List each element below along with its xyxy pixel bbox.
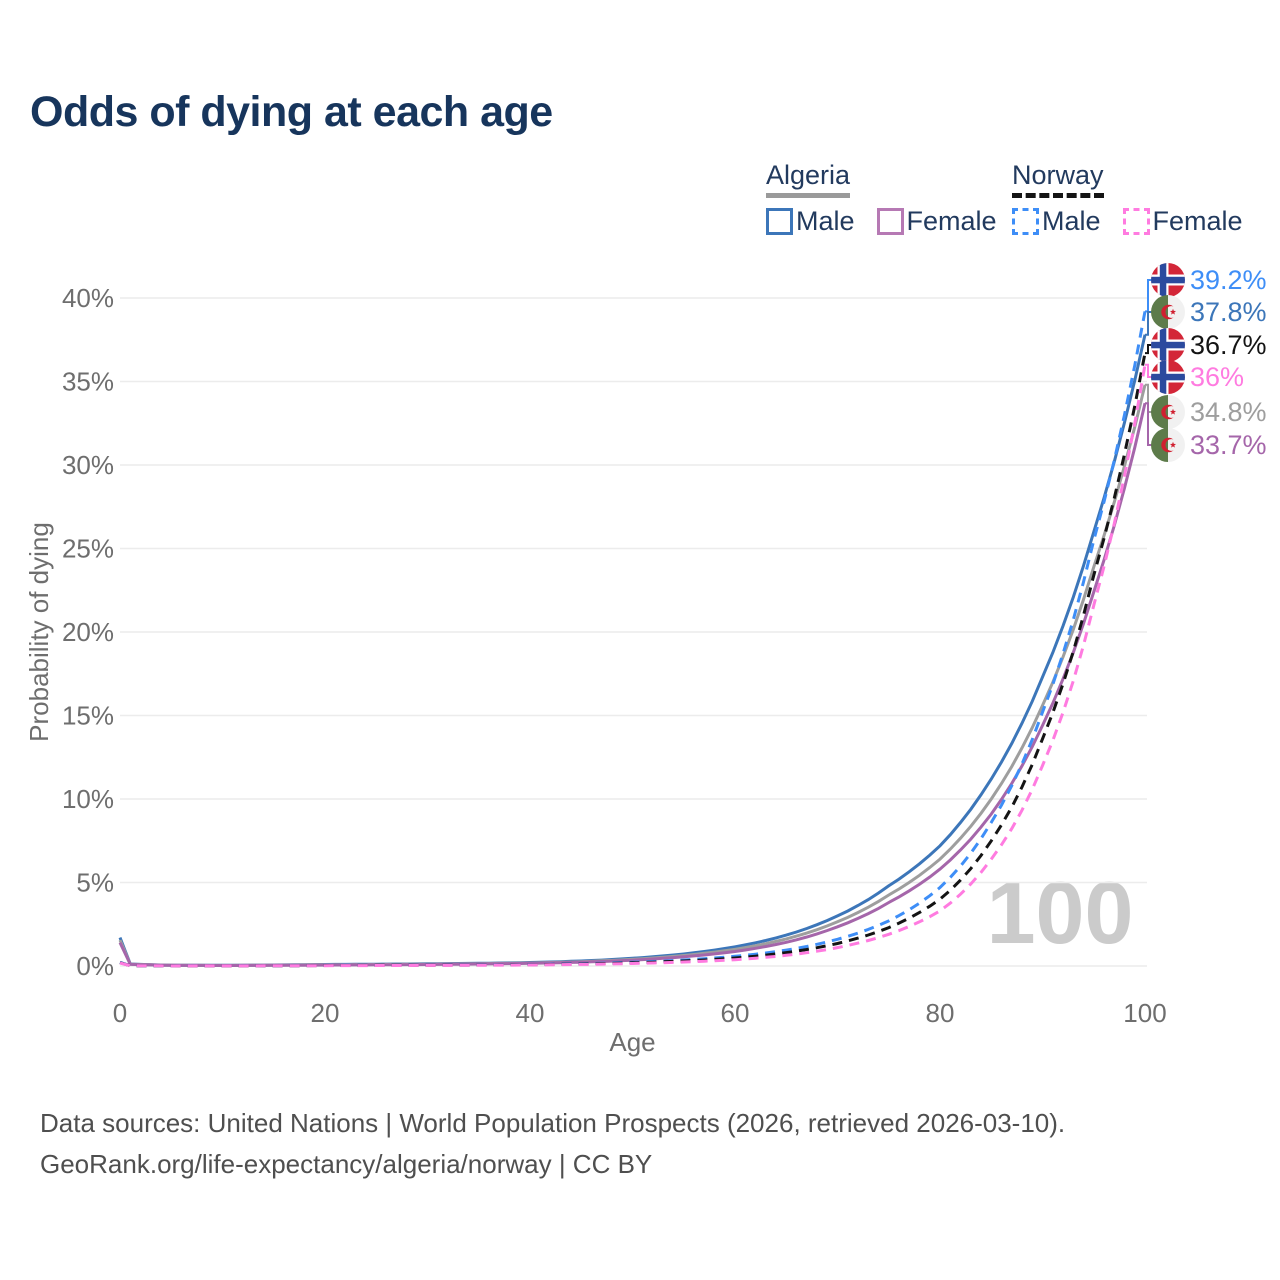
y-tick-label: 25% — [62, 534, 114, 564]
x-tick-label: 40 — [516, 998, 545, 1028]
norway-flag-icon — [1151, 360, 1185, 394]
end-label-connector — [1145, 402, 1152, 446]
end-label-connector — [1145, 311, 1152, 336]
end-label-algeria-both-sexes: 34.8% — [1151, 395, 1267, 429]
legend-label: Female — [906, 206, 997, 236]
y-tick-label: 15% — [62, 701, 114, 731]
end-value-label: 34.8% — [1190, 397, 1267, 427]
end-label-connector — [1145, 279, 1152, 313]
end-label-algeria-male: 37.8% — [1151, 295, 1267, 329]
end-value-label: 33.7% — [1190, 430, 1267, 460]
norway-flag-icon — [1151, 263, 1185, 297]
end-label-norway-female: 36% — [1151, 360, 1244, 394]
y-tick-label: 30% — [62, 450, 114, 480]
algeria-female-swatch-icon — [876, 208, 904, 235]
legend-group-norway: Norway Male Female — [1012, 160, 1243, 237]
x-tick-label: 60 — [721, 998, 750, 1028]
end-value-label: 39.2% — [1190, 265, 1267, 295]
end-label-connector — [1145, 383, 1152, 413]
algeria-flag-icon — [1151, 395, 1185, 429]
y-tick-label: 35% — [62, 367, 114, 397]
end-value-label: 36% — [1190, 362, 1244, 392]
x-axis-title: Age — [609, 1027, 655, 1057]
footer-sources-line: Data sources: United Nations | World Pop… — [40, 1108, 1066, 1138]
y-axis-title: Probability of dying — [24, 522, 54, 742]
legend-label: Male — [1042, 206, 1101, 236]
series-line-algeria-female[interactable] — [118, 402, 1147, 967]
footer-attribution-line: GeoRank.org/life-expectancy/algeria/norw… — [40, 1149, 653, 1179]
legend-country-algeria: Algeria — [766, 160, 851, 198]
norway-female-swatch-icon — [1122, 208, 1150, 235]
legend-country-norway: Norway — [1012, 160, 1104, 198]
series-line-norway-both-sexes[interactable] — [119, 352, 1147, 968]
end-value-label: 37.8% — [1190, 297, 1267, 327]
legend-group-algeria: Algeria Male Female — [766, 160, 997, 237]
data-source-footer: Data sources: United Nations | World Pop… — [40, 1103, 1065, 1185]
series-line-algeria-both-sexes[interactable] — [118, 384, 1147, 967]
x-tick-label: 100 — [1123, 998, 1166, 1028]
algeria-flag-icon — [1151, 428, 1185, 462]
legend-item-norway-female[interactable]: Female — [1122, 206, 1243, 237]
norway-flag-icon — [1151, 328, 1185, 362]
end-value-label: 36.7% — [1190, 330, 1267, 360]
series-line-norway-female[interactable] — [119, 364, 1147, 968]
legend-label: Female — [1152, 206, 1243, 236]
y-tick-label: 40% — [62, 283, 114, 313]
x-tick-label: 20 — [311, 998, 340, 1028]
legend-item-algeria-male[interactable]: Male — [766, 206, 855, 237]
end-label-connector — [1145, 363, 1152, 378]
legend-item-algeria-female[interactable]: Female — [876, 206, 997, 237]
end-label-norway-male: 39.2% — [1151, 263, 1267, 297]
series-line-norway-male[interactable] — [119, 311, 1147, 968]
algeria-star-icon — [1169, 441, 1177, 448]
page-title: Odds of dying at each age — [30, 88, 553, 136]
legend-item-norway-male[interactable]: Male — [1012, 206, 1101, 237]
y-tick-label: 20% — [62, 617, 114, 647]
legend-label: Male — [796, 206, 855, 236]
x-tick-label: 0 — [113, 998, 127, 1028]
chart-legend: Algeria Male Female Norway Male — [0, 160, 1280, 244]
series-line-algeria-male[interactable] — [118, 334, 1147, 967]
end-label-algeria-female: 33.7% — [1151, 428, 1267, 462]
end-label-connector — [1145, 344, 1152, 355]
x-tick-label: 80 — [926, 998, 955, 1028]
y-tick-label: 10% — [62, 784, 114, 814]
algeria-flag-icon — [1151, 295, 1185, 329]
y-tick-label: 5% — [76, 868, 114, 898]
end-label-norway-both-sexes: 36.7% — [1151, 328, 1267, 362]
y-tick-label: 0% — [76, 951, 114, 981]
algeria-star-icon — [1169, 408, 1177, 415]
algeria-star-icon — [1169, 308, 1177, 315]
norway-male-swatch-icon — [1012, 208, 1039, 235]
algeria-male-swatch-icon — [766, 208, 793, 235]
